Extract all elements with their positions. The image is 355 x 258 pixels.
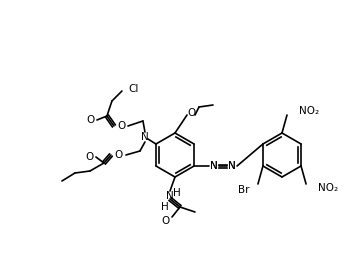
Text: O: O (87, 115, 95, 125)
Text: O: O (118, 121, 126, 131)
Text: H: H (161, 202, 169, 212)
Text: N: N (210, 161, 218, 171)
Text: Br: Br (239, 185, 250, 195)
Text: O: O (187, 108, 195, 118)
Text: O: O (86, 152, 94, 162)
Text: N: N (210, 161, 218, 171)
Text: N: N (141, 132, 149, 142)
Text: N: N (228, 161, 236, 171)
Text: NO₂: NO₂ (299, 106, 319, 116)
Text: N: N (228, 161, 236, 171)
Text: Cl: Cl (128, 84, 138, 94)
Text: O: O (115, 150, 123, 160)
Text: O: O (162, 216, 170, 226)
Text: N: N (166, 191, 174, 201)
Text: H: H (173, 188, 181, 198)
Text: NO₂: NO₂ (318, 183, 338, 193)
